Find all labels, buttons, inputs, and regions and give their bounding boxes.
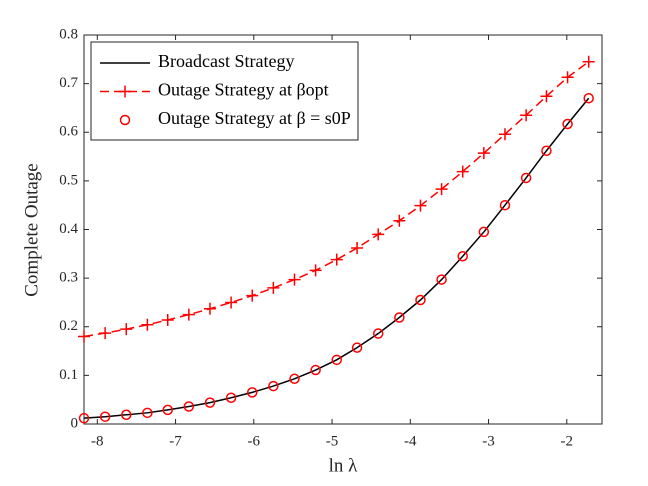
series-line [83, 97, 590, 419]
y-tick-label: 0.2 [59, 318, 78, 334]
axes-box [83, 34, 603, 425]
x-tick-label: -5 [326, 433, 339, 449]
y-tick-label: 0.3 [59, 270, 78, 286]
plus-marker [225, 296, 238, 309]
legend: Broadcast Strategy Outage Strategy at βop… [90, 41, 359, 141]
circle-marker [415, 294, 426, 306]
legend-label: Broadcast Strategy [158, 51, 294, 71]
plus-marker [414, 199, 427, 212]
circle-marker [121, 409, 132, 421]
plus-marker [120, 323, 133, 336]
y-tick-label: 0.5 [59, 172, 78, 188]
y-tick-label: 0.7 [59, 75, 78, 91]
x-tick-label: -6 [248, 433, 261, 449]
plus-marker [498, 128, 511, 141]
x-tick-label: -2 [561, 433, 574, 449]
y-tick-label: 0.1 [59, 367, 78, 383]
plus-marker [99, 327, 112, 340]
circle-marker [394, 312, 405, 323]
circle-marker [289, 373, 300, 385]
plus-marker [288, 273, 301, 286]
plus-marker [582, 55, 595, 68]
plus-marker [161, 313, 174, 326]
circle-marker [520, 172, 532, 184]
x-tick-label: -3 [482, 433, 495, 449]
legend-label: Outage Strategy at βopt [158, 80, 329, 100]
y-axis-label: Complete Outage [21, 163, 42, 297]
circle-marker [436, 274, 447, 285]
circle-marker [310, 364, 321, 376]
plus-marker [330, 253, 343, 266]
y-tick-label: 0.4 [59, 221, 78, 237]
circle-marker [162, 404, 173, 416]
x-tick-label: -7 [169, 433, 182, 449]
y-tick-label: 0 [71, 415, 79, 431]
legend-marker [119, 114, 131, 126]
y-tick-label: 0.6 [59, 124, 78, 140]
plus-marker [456, 165, 469, 178]
circle-marker [583, 92, 594, 104]
circle-marker [142, 407, 153, 419]
x-tick-label: -8 [91, 433, 104, 449]
plus-marker [520, 109, 533, 122]
circle-marker [478, 226, 490, 238]
circle-marker [183, 401, 195, 412]
plus-marker [267, 281, 280, 294]
circle-marker [99, 411, 111, 422]
plus-marker [141, 318, 154, 331]
plus-marker [182, 308, 195, 321]
legend-label: Outage Strategy at β = s0P [158, 108, 351, 128]
circle-marker [204, 397, 216, 408]
circle-marker [246, 387, 258, 398]
plus-marker [372, 228, 385, 241]
plus-marker [540, 90, 553, 103]
circle-marker [457, 250, 468, 262]
y-tick-label: 0.8 [59, 26, 78, 42]
circle-marker [225, 392, 237, 403]
plus-marker [393, 214, 406, 227]
plus-marker [351, 241, 364, 254]
circle-marker [499, 199, 511, 211]
circle-marker [541, 145, 552, 156]
circle-marker [372, 328, 384, 339]
circle-marker [268, 380, 279, 392]
plus-marker [203, 302, 216, 315]
circle-marker [331, 354, 342, 366]
circle-marker [78, 412, 90, 424]
legend-marker [119, 85, 131, 98]
plus-marker [309, 264, 322, 277]
x-axis-label: ln λ [329, 455, 359, 476]
circle-marker [351, 342, 363, 353]
circle-marker [562, 118, 573, 130]
plus-marker [435, 183, 448, 196]
plus-marker [477, 147, 490, 160]
x-tick-label: -4 [404, 433, 417, 449]
plus-marker [246, 289, 259, 302]
plus-marker [561, 71, 574, 84]
plus-marker [78, 330, 90, 343]
